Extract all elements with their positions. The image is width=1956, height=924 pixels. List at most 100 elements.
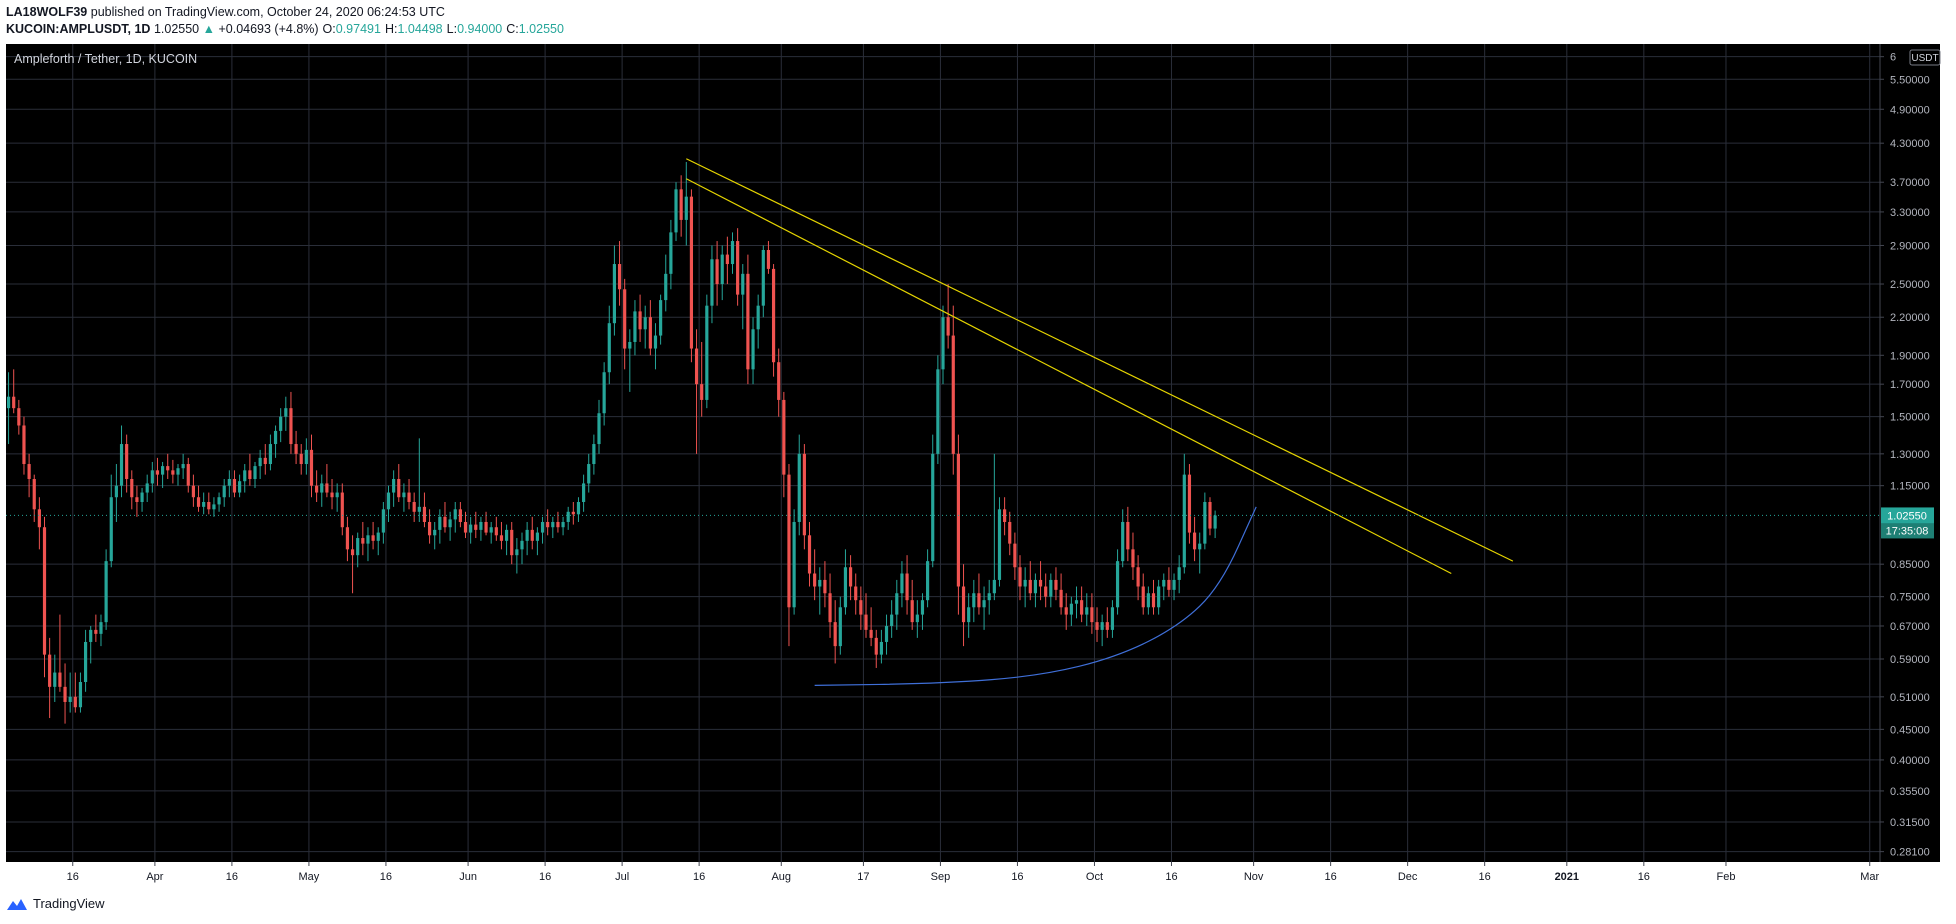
candle: [1162, 573, 1166, 601]
high-value: 1.04498: [397, 22, 443, 36]
candle-body: [253, 466, 257, 479]
candle: [864, 593, 868, 638]
candle: [643, 305, 647, 349]
candle: [89, 625, 93, 664]
y-tick-label: 2.50000: [1890, 279, 1930, 291]
candle-body: [592, 444, 596, 465]
candle-body: [273, 430, 278, 445]
candle-body: [109, 497, 113, 562]
candle: [1095, 607, 1099, 642]
candle: [1131, 532, 1135, 580]
candle: [725, 236, 729, 285]
x-tick-label: May: [299, 871, 320, 883]
candle-body: [145, 483, 149, 493]
candle: [161, 461, 165, 488]
y-tick-label: 0.75000: [1890, 592, 1930, 604]
x-tick-label: Nov: [1244, 871, 1264, 883]
footer-brand[interactable]: TradingView: [33, 896, 105, 911]
candle: [510, 521, 514, 565]
candle-body: [345, 527, 350, 550]
candle: [48, 637, 52, 719]
candle: [289, 391, 293, 454]
candle-body: [807, 535, 812, 574]
candle-body: [741, 273, 745, 295]
candle: [566, 506, 570, 530]
currency-badge-box: [1909, 49, 1941, 66]
candle: [530, 516, 534, 550]
curve-drawing[interactable]: [814, 506, 1257, 686]
candle: [1146, 586, 1150, 615]
candle: [222, 478, 226, 507]
candle: [386, 485, 391, 522]
candle: [1110, 600, 1115, 638]
candle: [155, 457, 160, 486]
candle-body: [397, 478, 401, 498]
candle: [1198, 532, 1202, 574]
trend-line[interactable]: [686, 178, 1452, 575]
x-tick-label: Mar: [1860, 871, 1879, 883]
candle-body: [664, 273, 668, 301]
price-chart[interactable]: 6 5.50000 4.90000 4.30000 3.70000 3.30000 2.90…: [0, 40, 1956, 888]
candle: [1182, 453, 1186, 574]
x-tick-label: 16: [226, 871, 238, 883]
close-label: C:: [506, 22, 519, 36]
candle-body: [823, 579, 827, 594]
candle: [612, 245, 616, 336]
candle-body: [1028, 579, 1032, 594]
candle: [1069, 596, 1073, 626]
candle: [689, 189, 694, 363]
candle: [243, 464, 247, 493]
trend-line[interactable]: [686, 158, 1514, 562]
candle: [1121, 509, 1125, 568]
candle: [463, 511, 468, 539]
y-tick-label: 5.50000: [1890, 74, 1930, 86]
candle-body: [191, 485, 195, 498]
candle-body: [315, 485, 319, 493]
candle-body: [222, 485, 226, 498]
candle: [73, 672, 77, 713]
candle-body: [761, 249, 765, 306]
candle-body: [956, 453, 960, 587]
candle-body: [350, 549, 355, 556]
candle-body: [1105, 622, 1109, 630]
candle-body: [756, 305, 760, 330]
candle-body: [181, 464, 185, 469]
countdown-box: [1881, 523, 1934, 539]
candle-body: [915, 614, 919, 623]
candle-body: [746, 273, 750, 370]
countdown-label: 17:35:08: [1886, 525, 1929, 537]
candle: [397, 464, 401, 502]
candle: [607, 305, 611, 385]
candle-body: [1146, 593, 1150, 608]
candle: [1033, 573, 1038, 608]
candle-body: [1121, 521, 1125, 562]
candle: [22, 416, 26, 475]
candle: [135, 485, 139, 517]
price-axis-panel[interactable]: [1880, 44, 1940, 862]
candle-body: [813, 573, 817, 587]
candle-body: [1100, 622, 1104, 630]
candle: [171, 459, 175, 484]
candle-body: [130, 478, 134, 498]
candle-body: [1177, 567, 1181, 580]
footer: TradingView: [6, 896, 105, 911]
candle-body: [309, 449, 314, 486]
candle: [592, 434, 596, 475]
candle: [1013, 532, 1017, 580]
candle: [777, 348, 781, 417]
candle-body: [941, 317, 945, 370]
candle-body: [705, 305, 709, 400]
candle-body: [1126, 521, 1130, 550]
plot-area[interactable]: [6, 44, 1880, 862]
candle: [294, 430, 298, 465]
candle: [997, 497, 1002, 587]
candle: [191, 474, 195, 507]
author-name[interactable]: LA18WOLF39: [6, 5, 88, 19]
candle: [941, 305, 945, 385]
candle: [58, 614, 62, 692]
candle: [32, 474, 36, 522]
candle: [258, 449, 262, 479]
candle: [335, 483, 339, 512]
candle-body: [571, 511, 575, 515]
candle: [926, 549, 930, 608]
